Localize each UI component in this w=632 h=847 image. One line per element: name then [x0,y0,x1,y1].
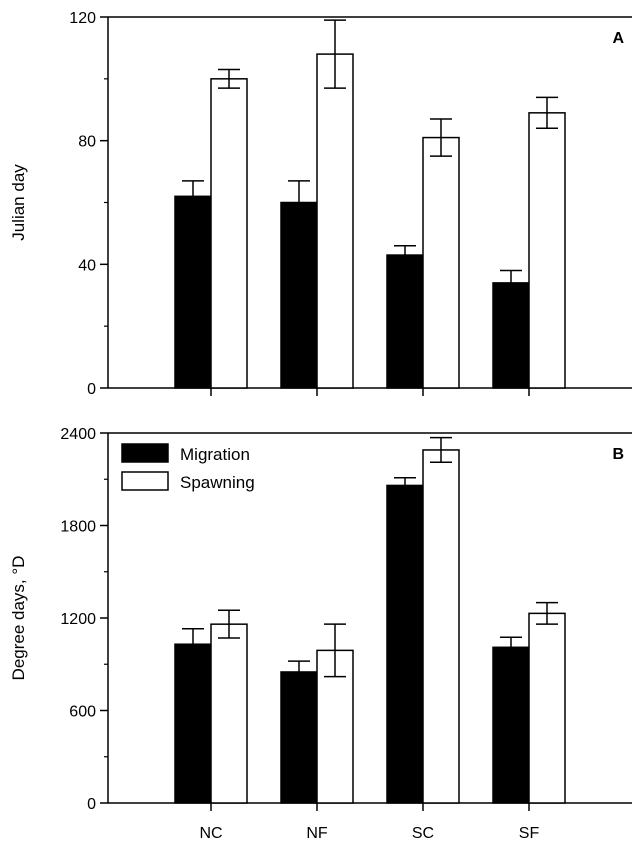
legend-swatch-spawning [121,471,169,491]
bar-spawning-nc [210,78,248,389]
bar-spawning-nc [210,623,248,804]
bar-migration-nf [280,201,318,389]
bar-spawning-sf [528,612,566,804]
panel-letter: A [612,30,624,47]
bar-migration-sf [492,646,530,804]
y-tick-label: 0 [87,381,96,398]
bar-spawning-sc [422,136,460,389]
x-tick-label: NF [306,825,328,842]
bar-migration-sc [386,254,424,389]
y-tick-label: 1800 [60,519,96,536]
bar-migration-sf [492,282,530,389]
panel-b-bar-chart: 0 600 1200 1800 2400 Degree days, °D B NC NF SC SF… [9,426,632,842]
panel-letter: B [612,446,624,463]
bar-migration-nf [280,671,318,804]
legend-swatch-migration [121,443,169,463]
bar-spawning-sf [528,112,566,389]
x-tick-label: NC [199,825,222,842]
y-tick-label: 600 [69,704,96,721]
legend-label-migration: Migration [180,445,250,464]
y-axis-title: Degree days, °D [9,556,28,681]
x-tick-label: SF [519,825,540,842]
bar-spawning-sc [422,449,460,804]
y-tick-label: 1200 [60,611,96,628]
y-tick-label: 120 [69,10,96,27]
bar-spawning-nf [316,53,354,389]
bar-migration-nc [174,643,212,804]
legend-label-spawning: Spawning [180,473,255,492]
bar-migration-sc [386,484,424,804]
y-tick-label: 40 [78,257,96,274]
y-tick-label: 0 [87,796,96,813]
x-tick-label: SC [412,825,434,842]
panel-a-bar-chart: 0 40 80 120 Julian day A [9,10,632,398]
bar-migration-nc [174,195,212,389]
y-tick-label: 80 [78,134,96,151]
y-axis-title: Julian day [9,164,28,241]
y-tick-label: 2400 [60,426,96,443]
